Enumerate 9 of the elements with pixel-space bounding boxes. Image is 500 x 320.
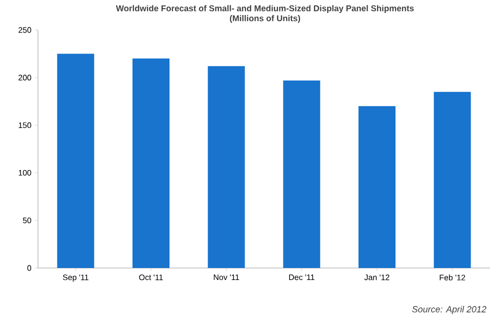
bar [57,54,94,268]
bar [434,92,471,268]
bar [208,66,245,268]
bar [358,106,396,268]
bar [283,80,320,268]
source-note: Source: April 2012 [412,306,486,314]
bar [132,58,170,268]
chart-subtitle: (Millions of Units) [230,15,300,23]
chart-title: Worldwide Forecast of Small- and Medium-Sized Display Panel Shipments [116,5,414,13]
